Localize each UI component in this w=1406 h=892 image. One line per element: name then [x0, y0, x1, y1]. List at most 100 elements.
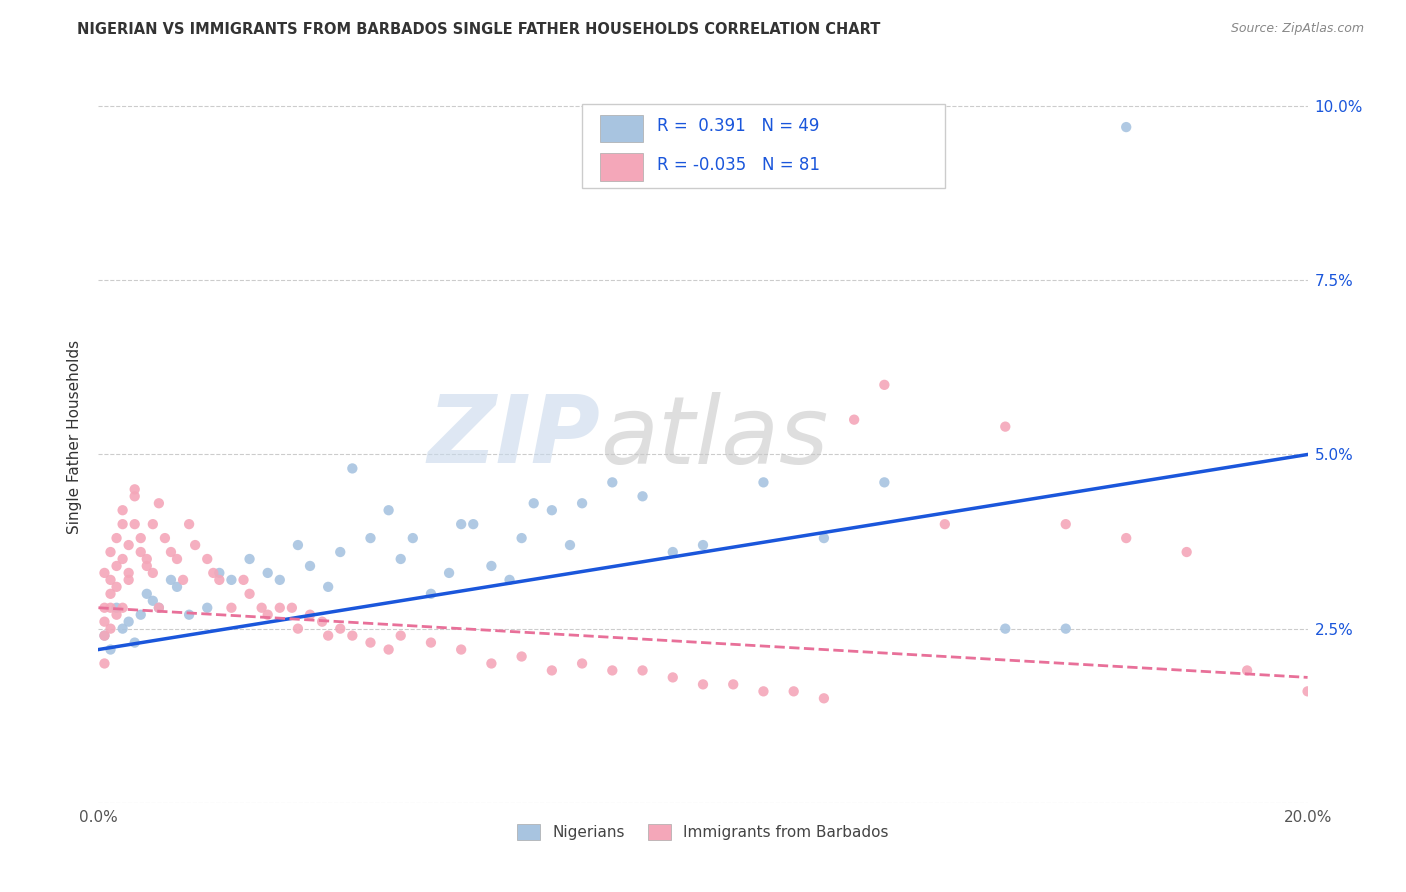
Point — [118, 573, 141, 587]
Point — [692, 538, 714, 552]
Point — [360, 635, 382, 649]
Point — [1115, 531, 1137, 545]
Point — [153, 531, 176, 545]
Point — [93, 600, 115, 615]
Point — [752, 475, 775, 490]
Point — [105, 531, 128, 545]
Point — [100, 622, 122, 636]
Point — [723, 677, 745, 691]
Point — [420, 635, 443, 649]
Point — [148, 496, 170, 510]
Point — [1302, 691, 1324, 706]
Point — [1115, 120, 1137, 134]
Point — [166, 552, 188, 566]
Point — [1054, 517, 1077, 532]
Point — [129, 545, 152, 559]
Point — [100, 642, 122, 657]
Point — [93, 657, 115, 671]
Point — [208, 566, 231, 580]
Point — [105, 600, 128, 615]
Point — [256, 566, 278, 580]
Point — [783, 684, 806, 698]
Point — [93, 629, 115, 643]
Point — [179, 517, 201, 532]
Point — [100, 600, 122, 615]
Point — [281, 600, 304, 615]
Point — [250, 600, 273, 615]
Point — [195, 600, 218, 615]
Point — [994, 622, 1017, 636]
Point — [994, 419, 1017, 434]
Point — [311, 615, 333, 629]
Point — [389, 629, 412, 643]
Point — [1175, 545, 1198, 559]
Text: atlas: atlas — [600, 392, 828, 483]
Point — [631, 664, 654, 678]
Point — [1296, 684, 1319, 698]
Point — [437, 566, 460, 580]
Point — [129, 607, 152, 622]
Point — [523, 496, 546, 510]
Point — [135, 587, 157, 601]
Bar — [600, 114, 643, 143]
Point — [481, 657, 503, 671]
Point — [124, 489, 146, 503]
Point — [129, 531, 152, 545]
Point — [93, 615, 115, 629]
Point — [148, 600, 170, 615]
Point — [111, 517, 134, 532]
Point — [450, 517, 472, 532]
Point — [202, 566, 225, 580]
Point — [142, 594, 165, 608]
Point — [571, 496, 593, 510]
Point — [124, 517, 146, 532]
Point — [813, 531, 835, 545]
Point — [316, 629, 339, 643]
Text: NIGERIAN VS IMMIGRANTS FROM BARBADOS SINGLE FATHER HOUSEHOLDS CORRELATION CHART: NIGERIAN VS IMMIGRANTS FROM BARBADOS SIN… — [77, 22, 880, 37]
Point — [463, 517, 485, 532]
Point — [389, 552, 412, 566]
Point — [111, 600, 134, 615]
Point — [208, 573, 231, 587]
Point — [124, 635, 146, 649]
Point — [661, 670, 683, 684]
Point — [160, 545, 183, 559]
Point — [269, 573, 291, 587]
Point — [481, 558, 503, 573]
Point — [602, 475, 624, 490]
Point — [118, 615, 141, 629]
Point — [179, 607, 201, 622]
Point — [221, 600, 243, 615]
Legend: Nigerians, Immigrants from Barbados: Nigerians, Immigrants from Barbados — [512, 818, 894, 847]
Point — [329, 622, 352, 636]
Point — [105, 607, 128, 622]
Text: R =  0.391   N = 49: R = 0.391 N = 49 — [657, 117, 820, 136]
Point — [571, 657, 593, 671]
Text: Source: ZipAtlas.com: Source: ZipAtlas.com — [1230, 22, 1364, 36]
FancyBboxPatch shape — [582, 104, 945, 188]
Point — [873, 377, 896, 392]
Point — [329, 545, 352, 559]
Point — [142, 517, 165, 532]
Point — [111, 622, 134, 636]
Point — [299, 607, 322, 622]
Point — [256, 607, 278, 622]
Point — [420, 587, 443, 601]
Point — [111, 503, 134, 517]
Point — [232, 573, 254, 587]
Point — [813, 691, 835, 706]
Point — [377, 642, 399, 657]
Point — [510, 531, 533, 545]
Point — [93, 629, 115, 643]
Y-axis label: Single Father Households: Single Father Households — [67, 340, 83, 534]
Point — [510, 649, 533, 664]
Point — [844, 412, 866, 426]
Bar — [600, 153, 643, 181]
Point — [316, 580, 339, 594]
Text: R = -0.035   N = 81: R = -0.035 N = 81 — [657, 156, 820, 174]
Point — [498, 573, 520, 587]
Point — [540, 664, 562, 678]
Point — [692, 677, 714, 691]
Point — [105, 558, 128, 573]
Point — [100, 573, 122, 587]
